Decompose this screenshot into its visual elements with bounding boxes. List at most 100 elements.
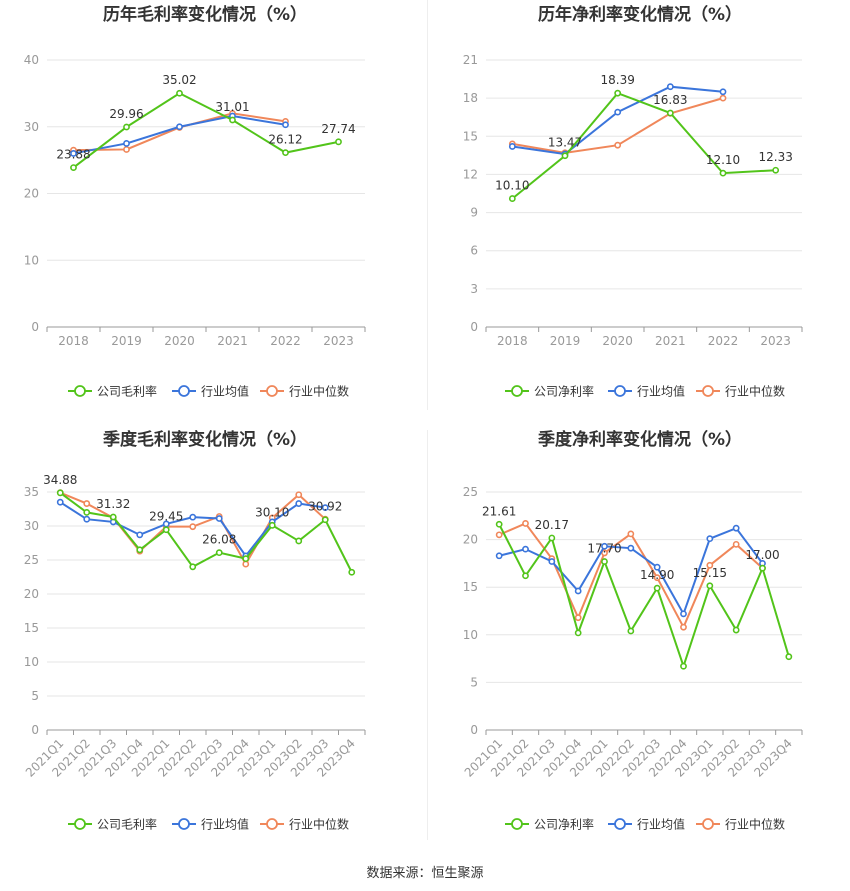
data-point-industry_avg[interactable]: [56, 498, 64, 506]
data-point-company[interactable]: [295, 537, 303, 545]
data-point-company[interactable]: [614, 89, 622, 97]
data-point-industry_median[interactable]: [123, 146, 130, 153]
data-point-industry_avg[interactable]: [495, 552, 503, 560]
data-point-industry_avg[interactable]: [136, 531, 144, 539]
data-point-industry_median[interactable]: [627, 530, 635, 538]
legend-marker: [178, 385, 190, 397]
data-point-company[interactable]: [229, 116, 236, 124]
data-point-company[interactable]: [176, 89, 183, 97]
data-point-industry_avg[interactable]: [215, 515, 223, 522]
data-point-industry_avg[interactable]: [83, 515, 91, 523]
data-point-industry_median[interactable]: [189, 523, 197, 531]
data-point-industry_avg[interactable]: [295, 500, 303, 507]
data-point-industry_median[interactable]: [574, 614, 582, 622]
legend-item-industry_avg[interactable]: 行业均值: [608, 384, 685, 399]
data-point-company[interactable]: [189, 563, 197, 571]
y-tick-label: 0: [470, 723, 478, 737]
legend-item-company[interactable]: 公司净利率: [505, 817, 594, 832]
data-point-industry_median[interactable]: [719, 94, 727, 102]
data-point-industry_median[interactable]: [680, 623, 687, 631]
legend-item-industry_median[interactable]: 行业中位数: [696, 384, 785, 399]
data-point-company[interactable]: [732, 626, 740, 634]
data-point-company[interactable]: [548, 534, 556, 542]
data-point-company[interactable]: [56, 489, 64, 497]
series-line-company: [72, 92, 339, 169]
data-point-company[interactable]: [83, 509, 91, 516]
data-point-industry_median[interactable]: [614, 141, 622, 149]
x-tick-label: 2023: [323, 334, 354, 348]
legend-item-company[interactable]: 公司毛利率: [68, 384, 157, 399]
data-point-company[interactable]: [601, 558, 608, 565]
data-point-industry_median[interactable]: [295, 491, 303, 499]
data-point-company[interactable]: [162, 526, 170, 534]
data-point-industry_median[interactable]: [653, 574, 661, 582]
legend-item-industry_avg[interactable]: 行业均值: [172, 384, 249, 399]
data-point-industry_avg[interactable]: [574, 587, 582, 595]
legend-marker: [614, 818, 626, 830]
legend-label: 公司净利率: [534, 384, 594, 399]
data-point-company[interactable]: [282, 149, 289, 157]
legend-item-company[interactable]: 公司毛利率: [68, 817, 157, 832]
data-point-company[interactable]: [70, 164, 77, 172]
legend-item-industry_median[interactable]: 行业中位数: [260, 817, 349, 832]
data-point-industry_avg[interactable]: [614, 108, 622, 116]
data-point-company[interactable]: [772, 166, 780, 174]
data-point-company[interactable]: [268, 521, 276, 529]
data-point-company[interactable]: [680, 662, 687, 670]
data-point-industry_avg[interactable]: [627, 544, 635, 552]
data-point-company[interactable]: [242, 555, 250, 563]
y-tick-label: 5: [470, 675, 478, 689]
data-point-company[interactable]: [706, 582, 714, 590]
data-point-company[interactable]: [522, 572, 529, 580]
data-point-industry_avg[interactable]: [522, 545, 529, 553]
data-point-company[interactable]: [627, 627, 635, 635]
data-point-industry_avg[interactable]: [680, 610, 687, 618]
data-point-company[interactable]: [561, 152, 569, 160]
data-point-company[interactable]: [215, 549, 223, 557]
data-point-industry_avg[interactable]: [719, 88, 727, 96]
data-point-company[interactable]: [653, 584, 661, 592]
y-tick-label: 12: [463, 167, 478, 181]
data-point-industry_avg[interactable]: [321, 504, 329, 512]
data-point-company[interactable]: [495, 520, 503, 528]
data-point-industry_median[interactable]: [242, 560, 250, 568]
data-point-company[interactable]: [348, 568, 356, 576]
y-tick-label: 35: [24, 485, 39, 499]
data-point-industry_median[interactable]: [706, 561, 714, 569]
legend-item-industry_median[interactable]: 行业中位数: [696, 817, 785, 832]
data-point-industry_avg[interactable]: [176, 123, 183, 131]
y-tick-label: 15: [24, 621, 39, 635]
data-point-company[interactable]: [508, 195, 516, 202]
legend-item-industry_avg[interactable]: 行业均值: [608, 817, 685, 832]
data-point-industry_median[interactable]: [495, 531, 503, 539]
data-point-company[interactable]: [136, 546, 144, 554]
data-point-industry_avg[interactable]: [123, 140, 130, 147]
data-point-industry_avg[interactable]: [282, 121, 289, 129]
data-point-company[interactable]: [321, 516, 329, 524]
data-point-company[interactable]: [785, 653, 793, 661]
data-point-industry_median[interactable]: [732, 540, 740, 548]
data-point-company[interactable]: [123, 123, 130, 131]
data-point-company[interactable]: [759, 564, 766, 572]
data-point-company[interactable]: [719, 169, 727, 177]
legend-label: 行业均值: [637, 817, 685, 832]
data-point-industry_avg[interactable]: [70, 150, 77, 157]
legend-item-industry_avg[interactable]: 行业均值: [172, 817, 249, 832]
data-point-company[interactable]: [335, 138, 342, 146]
data-point-company[interactable]: [574, 629, 582, 637]
data-point-industry_avg[interactable]: [732, 524, 740, 532]
data-point-industry_median[interactable]: [83, 500, 91, 507]
legend-item-industry_median[interactable]: 行业中位数: [260, 384, 349, 399]
data-point-industry_avg[interactable]: [508, 143, 516, 150]
data-point-industry_avg[interactable]: [548, 558, 556, 565]
data-point-industry_avg[interactable]: [601, 542, 608, 550]
data-point-industry_median[interactable]: [601, 549, 608, 557]
data-point-company[interactable]: [109, 513, 117, 521]
data-point-company[interactable]: [666, 109, 674, 117]
data-point-industry_avg[interactable]: [189, 513, 197, 521]
data-point-industry_median[interactable]: [522, 520, 529, 527]
data-point-industry_avg[interactable]: [666, 83, 674, 91]
legend-item-company[interactable]: 公司净利率: [505, 384, 594, 399]
data-point-industry_avg[interactable]: [706, 535, 714, 543]
data-point-industry_avg[interactable]: [653, 563, 661, 571]
